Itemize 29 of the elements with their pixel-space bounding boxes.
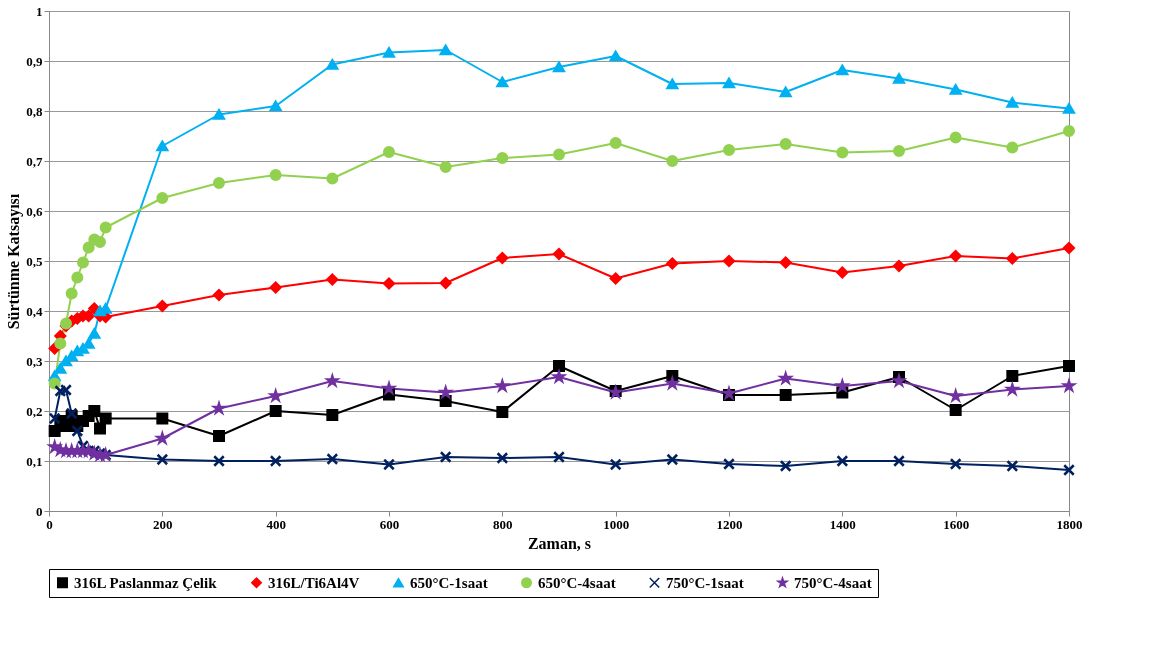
x-tick-label: 1400 xyxy=(829,516,856,532)
x-tick-label: 1800 xyxy=(1056,516,1083,532)
x-tick-label: 1600 xyxy=(943,516,970,532)
y-tick-label: 0,9 xyxy=(26,53,43,69)
x-tick-label: 600 xyxy=(379,516,400,532)
y-tick-label: 0,4 xyxy=(26,303,43,319)
y-tick-label: 0,7 xyxy=(26,153,43,169)
x-tick-label: 800 xyxy=(493,516,513,532)
x-tick-label: 200 xyxy=(153,516,173,532)
legend-label: 650°C-1saat xyxy=(410,574,488,591)
y-tick-label: 0,5 xyxy=(26,253,43,269)
y-tick-label: 0,8 xyxy=(26,103,43,119)
x-tick-label: 400 xyxy=(266,516,286,532)
x-tick-label: 0 xyxy=(46,516,53,532)
legend-label: 650°C-4saat xyxy=(538,574,616,591)
legend-label: 316L Paslanmaz Çelik xyxy=(74,574,218,591)
legend-label: 750°C-4saat xyxy=(794,574,872,591)
legend-label: 750°C-1saat xyxy=(666,574,744,591)
y-tick-label: 0 xyxy=(36,503,43,519)
legend-label: 316L/Ti6Al4V xyxy=(268,574,360,591)
x-tick-label: 1000 xyxy=(603,516,630,532)
y-tick-label: 1 xyxy=(36,3,43,19)
y-tick-label: 0,2 xyxy=(26,403,43,419)
y-axis-title: Sürtünme Katsayısı xyxy=(5,193,24,330)
x-tick-label: 1200 xyxy=(716,516,743,532)
y-tick-label: 0,3 xyxy=(26,353,43,369)
x-axis-title: Zaman, s xyxy=(527,534,592,552)
y-tick-label: 0,6 xyxy=(26,203,43,219)
y-tick-label: 0,1 xyxy=(26,453,43,469)
